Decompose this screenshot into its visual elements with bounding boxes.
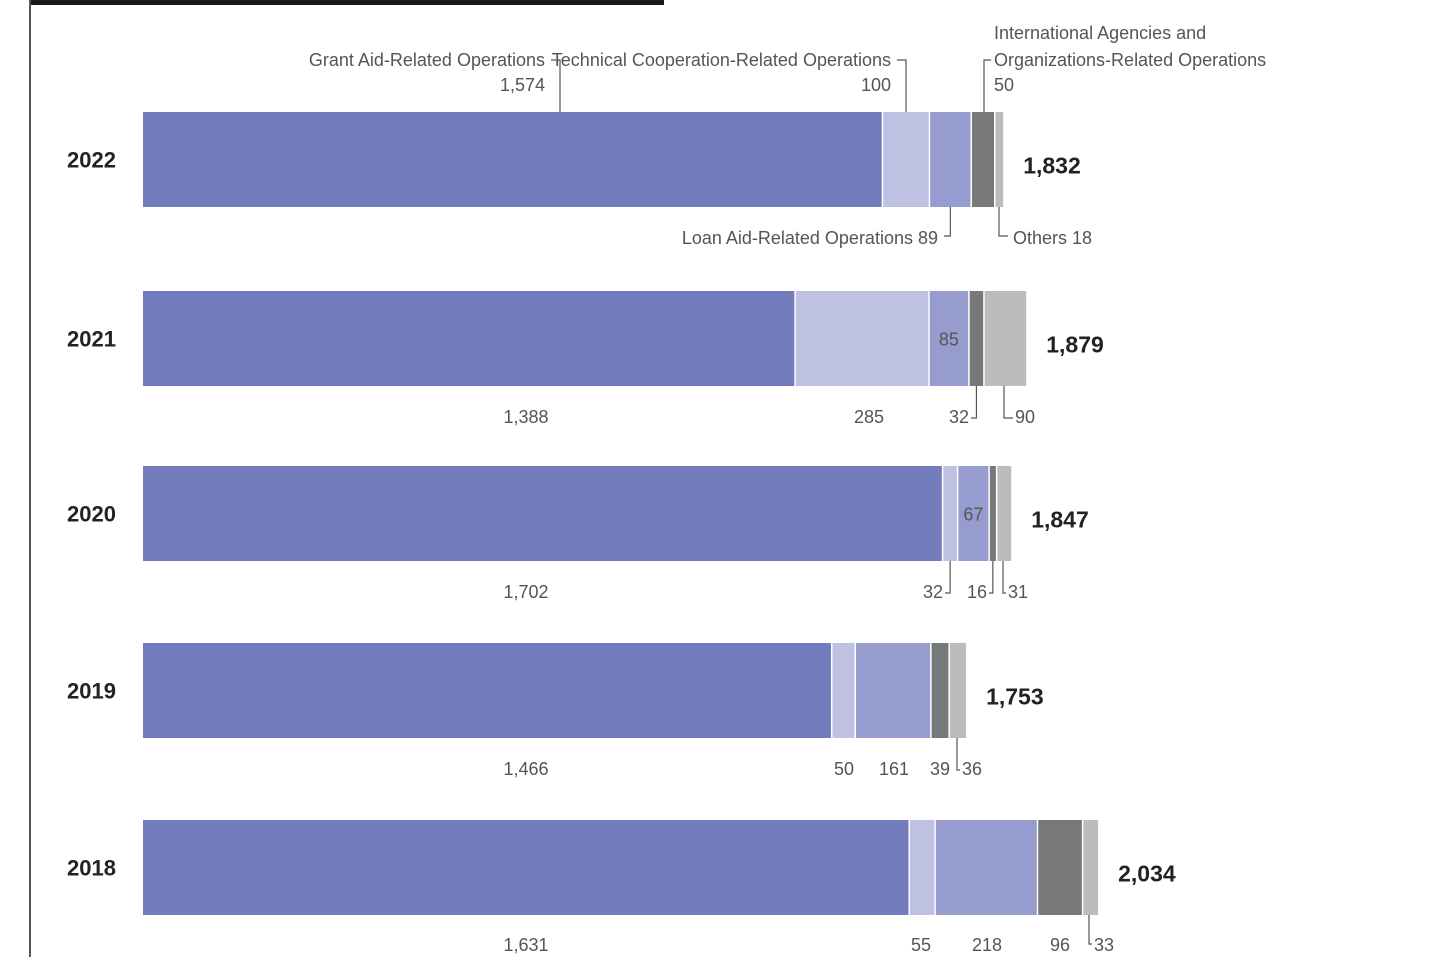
bar-segment-2022-5 — [994, 112, 1004, 207]
series-label-international-2: Organizations-Related Operations — [994, 50, 1266, 70]
bar-segment-2020-1 — [143, 466, 943, 561]
bar-segment-2022-4 — [971, 112, 995, 207]
value-label-2019-5: 36 — [962, 759, 982, 779]
leader-2022-technical — [897, 59, 907, 112]
bar-segment-2019-3 — [855, 643, 931, 738]
leader-2018-5 — [1088, 915, 1092, 945]
bar-segment-2018-1 — [143, 820, 910, 915]
value-label-2022-4: 50 — [994, 75, 1014, 95]
bar-segment-2019-2 — [831, 643, 856, 738]
total-label-2018: 2,034 — [1118, 861, 1176, 887]
series-label-loan: Loan Aid-Related Operations 89 — [682, 228, 938, 248]
total-label-2022: 1,832 — [1023, 153, 1081, 179]
value-label-2020-1: 1,702 — [503, 582, 548, 602]
bar-segment-2022-1 — [143, 112, 883, 207]
bar-segment-2021-2 — [795, 291, 929, 386]
value-label-2019-1: 1,466 — [503, 759, 548, 779]
leader-2020-4 — [989, 561, 994, 594]
total-label-2021: 1,879 — [1046, 332, 1104, 358]
bar-segment-2021-3 — [928, 291, 969, 386]
value-label-2022-1: 1,574 — [500, 75, 545, 95]
series-label-international-1: International Agencies and — [994, 23, 1206, 43]
value-label-2019-3: 161 — [879, 759, 909, 779]
value-label-2018-2: 55 — [911, 935, 931, 955]
leader-2021-4 — [971, 386, 978, 419]
bar-segment-2018-5 — [1082, 820, 1099, 915]
bar-segment-2021-1 — [143, 291, 796, 386]
value-label-2021-3: 85 — [939, 330, 959, 350]
leader-2022-loan — [944, 207, 951, 237]
value-label-2021-1: 1,388 — [503, 407, 548, 427]
bar-segment-2018-4 — [1037, 820, 1083, 915]
bar-segment-2019-4 — [930, 643, 950, 738]
leader-2019-5 — [956, 738, 960, 771]
bar-segment-2022-2 — [882, 112, 930, 207]
value-label-2018-3: 218 — [972, 935, 1002, 955]
series-label-technical: Technical Cooperation-Related Operations — [552, 50, 891, 70]
value-label-2020-2: 32 — [923, 582, 943, 602]
total-label-2019: 1,753 — [986, 684, 1044, 710]
bar-segment-2019-5 — [949, 643, 967, 738]
bar-segment-2018-3 — [935, 820, 1038, 915]
value-label-2021-5: 90 — [1015, 407, 1035, 427]
leader-2020-2 — [945, 561, 951, 594]
left-rule — [29, 0, 31, 957]
value-label-2020-4: 16 — [967, 582, 987, 602]
bar-segment-2020-4 — [989, 466, 997, 561]
total-label-2020: 1,847 — [1031, 507, 1089, 533]
value-label-2019-4: 39 — [930, 759, 950, 779]
value-label-2018-4: 96 — [1050, 935, 1070, 955]
value-label-2019-2: 50 — [834, 759, 854, 779]
bar-segment-2018-2 — [909, 820, 936, 915]
leader-2021-5 — [1003, 386, 1013, 419]
year-label-2018: 2018 — [67, 856, 116, 881]
bar-segment-2020-5 — [996, 466, 1012, 561]
bar-segment-2019-1 — [143, 643, 832, 738]
value-label-2021-4: 32 — [949, 407, 969, 427]
leader-2020-5 — [1002, 561, 1006, 594]
leader-2022-international — [983, 59, 991, 112]
bar-segment-2020-3 — [957, 466, 990, 561]
value-label-2018-1: 1,631 — [503, 935, 548, 955]
series-label-others: Others 18 — [1013, 228, 1092, 248]
bar-segment-2021-4 — [968, 291, 984, 386]
bar-segment-2021-5 — [983, 291, 1027, 386]
value-label-2022-2: 100 — [861, 75, 891, 95]
year-label-2020: 2020 — [67, 502, 116, 527]
value-label-2020-5: 31 — [1008, 582, 1028, 602]
bar-segment-2022-3 — [929, 112, 972, 207]
year-label-2022: 2022 — [67, 148, 116, 173]
leader-2022-grant — [551, 59, 561, 112]
value-label-2018-5: 33 — [1094, 935, 1114, 955]
value-label-2021-2: 285 — [854, 407, 884, 427]
value-label-2020-3: 67 — [963, 505, 983, 525]
leader-2022-others — [998, 207, 1008, 237]
year-label-2021: 2021 — [67, 327, 116, 352]
bar-segment-2020-2 — [942, 466, 958, 561]
header-bar — [30, 0, 664, 5]
year-label-2019: 2019 — [67, 679, 116, 704]
series-label-grant: Grant Aid-Related Operations — [309, 50, 545, 70]
